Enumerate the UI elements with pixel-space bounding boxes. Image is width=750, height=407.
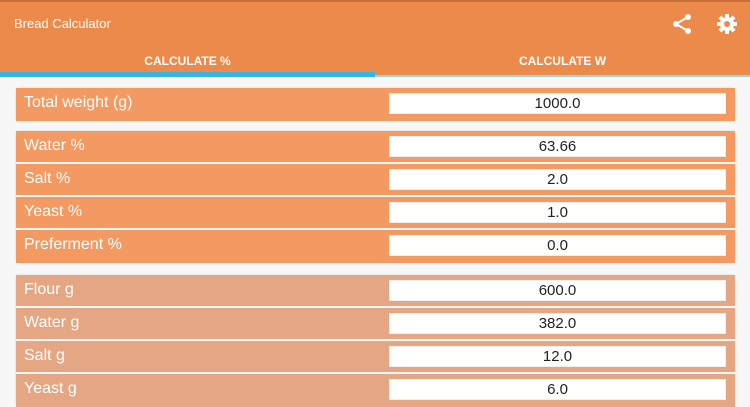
salt-weight-label: Salt g (24, 347, 65, 364)
app-title: Bread Calculator (14, 16, 111, 31)
yeast-percent-label: Yeast % (24, 203, 83, 220)
water-weight-row: Water g 382.0 (16, 308, 735, 341)
weights-card: Flour g 600.0 Water g 382.0 Salt g 12.0 Yea… (16, 275, 735, 407)
preferment-percent-input[interactable]: 0.0 (389, 235, 726, 256)
tab-calculate-weight[interactable]: CALCULATE W (518, 54, 607, 68)
flour-weight-row: Flour g 600.0 (16, 275, 735, 308)
salt-percent-input[interactable]: 2.0 (389, 169, 726, 190)
water-percent-row: Water % 63.66 (16, 131, 735, 164)
app-bar: Bread Calculator CALCULATE % CALCULATE W (0, 0, 750, 77)
share-icon[interactable] (670, 12, 694, 36)
water-weight-input[interactable]: 382.0 (389, 313, 726, 334)
total-weight-label: Total weight (g) (24, 94, 133, 111)
water-percent-label: Water % (24, 137, 85, 154)
total-weight-row: Total weight (g) 1000.0 (16, 88, 735, 121)
salt-weight-input[interactable]: 12.0 (389, 346, 726, 367)
salt-percent-row: Salt % 2.0 (16, 164, 735, 197)
water-percent-input[interactable]: 63.66 (389, 136, 726, 157)
yeast-weight-row: Yeast g 6.0 (16, 374, 735, 407)
yeast-percent-input[interactable]: 1.0 (389, 202, 726, 223)
yeast-weight-input[interactable]: 6.0 (389, 379, 726, 400)
total-weight-card: Total weight (g) 1000.0 (16, 88, 735, 121)
yeast-weight-label: Yeast g (24, 380, 77, 397)
preferment-percent-row: Preferment % 0.0 (16, 230, 735, 263)
salt-percent-label: Salt % (24, 170, 71, 187)
water-weight-label: Water g (24, 314, 80, 331)
settings-gear-icon[interactable] (715, 12, 739, 36)
flour-weight-input[interactable]: 600.0 (389, 280, 726, 301)
tab-calculate-percent[interactable]: CALCULATE % (144, 54, 231, 68)
percent-card: Water % 63.66 Salt % 2.0 Yeast % 1.0 Prefer… (16, 131, 735, 263)
tab-divider (375, 75, 750, 77)
preferment-percent-label: Preferment % (24, 236, 122, 253)
yeast-percent-row: Yeast % 1.0 (16, 197, 735, 230)
total-weight-input[interactable]: 1000.0 (389, 93, 726, 114)
flour-weight-label: Flour g (24, 281, 74, 298)
salt-weight-row: Salt g 12.0 (16, 341, 735, 374)
active-tab-indicator (0, 72, 375, 77)
